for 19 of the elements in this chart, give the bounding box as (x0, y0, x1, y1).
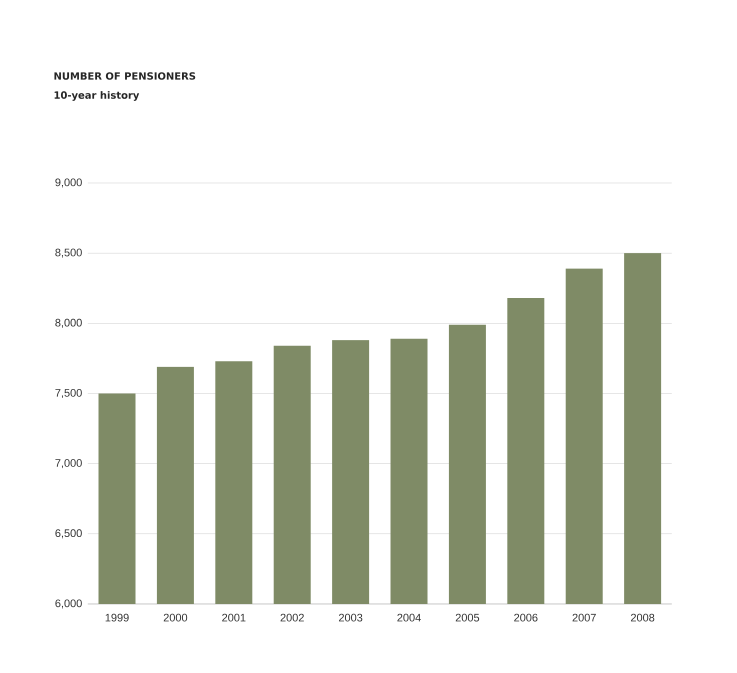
x-tick-label: 2008 (630, 614, 654, 622)
x-tick-label: 1999 (106, 614, 129, 622)
y-tick-label: 7,500 (55, 388, 82, 398)
x-tick-label: 2002 (280, 614, 304, 622)
x-tick-label: 2004 (397, 614, 421, 622)
x-tick-label: 2003 (338, 614, 362, 622)
x-tick-label: 2005 (456, 614, 480, 622)
y-tick-label: 9,000 (55, 178, 82, 188)
y-tick-label: 8,500 (55, 248, 82, 258)
y-tick-label: 6,500 (55, 529, 82, 538)
x-tick-label: 2006 (514, 614, 538, 622)
chart-subtitle: 10-year history (54, 91, 140, 101)
x-tick-label: 2001 (222, 614, 246, 622)
y-tick-label: 6,000 (55, 599, 82, 609)
x-tick-label: 2007 (572, 614, 596, 622)
y-tick-label: 8,000 (55, 318, 82, 328)
y-tick-label: 7,000 (55, 459, 82, 468)
chart-title: NUMBER OF PENSIONERS (54, 72, 196, 80)
x-tick-label: 2000 (164, 614, 188, 622)
